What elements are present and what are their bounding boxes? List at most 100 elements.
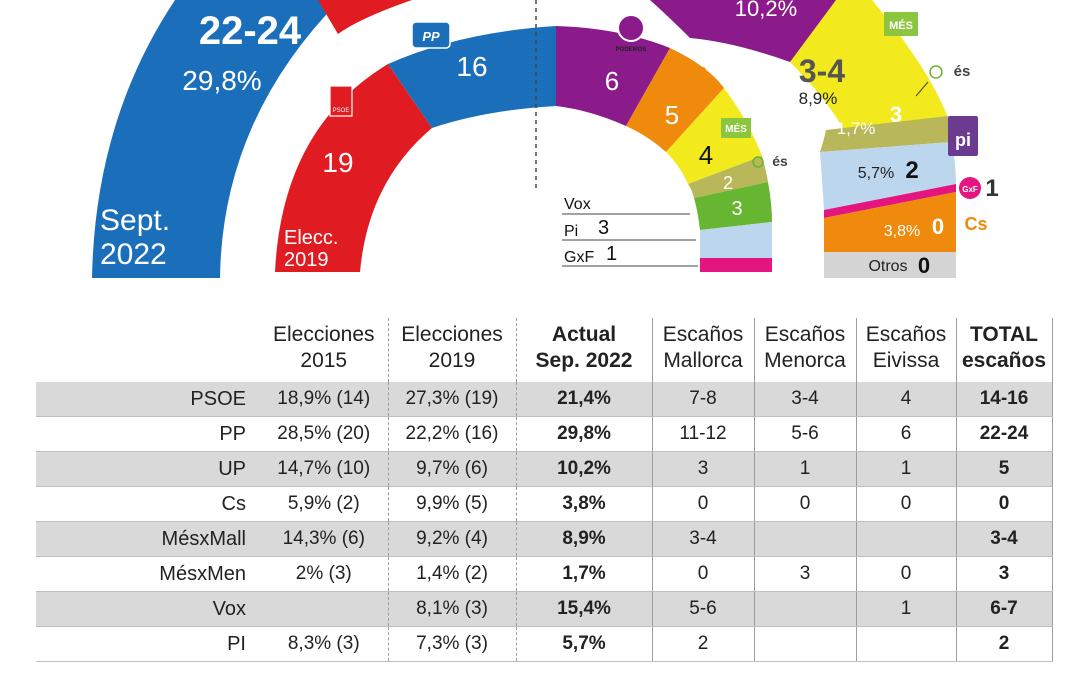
header-escanos-mallorca: Escaños Mallorca	[652, 318, 755, 382]
table-cell: 0	[956, 486, 1053, 522]
party-name-cell: Cs	[36, 486, 260, 522]
inner-psoe-seats: 19	[322, 147, 353, 178]
table-cell: 0	[652, 486, 755, 522]
table-cell: 2	[652, 626, 755, 662]
table-cell: 8,1% (3)	[388, 591, 517, 627]
svg-text:GxF: GxF	[962, 185, 978, 194]
results-table-grid: Elecciones 2015 Elecciones 2019 Actual Sep.…	[36, 318, 1053, 662]
table-row: UP 14,7% (10) 9,7% (6) 10,2% 3 1 1 5	[36, 451, 1053, 487]
outer-mes-mall-pct: 8,9%	[799, 89, 838, 108]
inner-segment-mes-mall	[666, 88, 762, 184]
table-cell: 1	[856, 591, 957, 627]
inner-segment-mes-men	[688, 156, 768, 198]
inner-mes-men-seats: 2	[723, 173, 733, 193]
table-cell: 2% (3)	[260, 556, 389, 592]
table-cell: 0	[754, 486, 857, 522]
inner-segment-pi	[700, 222, 772, 258]
header-actual: Actual Sep. 2022	[516, 318, 653, 382]
inner-segment-pp	[388, 26, 556, 128]
table-row: MésxMall 14,3% (6) 9,2% (4) 8,9% 3-4 3-4	[36, 521, 1053, 557]
table-cell: 1,7%	[516, 556, 653, 592]
inner-mes-mall-seats: 4	[699, 140, 713, 170]
mes-logo-inner: MÉS	[721, 118, 751, 138]
table-cell: 5,9% (2)	[260, 486, 389, 522]
header-total-escanos: TOTAL escaños	[956, 318, 1053, 382]
party-name-cell: Vox	[36, 591, 260, 627]
outer-segment-mes-mall	[790, 0, 948, 130]
pp-logo: PP	[411, 21, 451, 49]
table-cell: 9,2% (4)	[388, 521, 517, 557]
party-name-cell: PP	[36, 416, 260, 452]
outer-mes-mall-seats: 3-4	[799, 53, 845, 89]
table-cell: 14,7% (10)	[260, 451, 389, 487]
svg-text:pi: pi	[955, 130, 971, 150]
table-cell: 11-12	[652, 416, 755, 452]
svg-text:MÉS: MÉS	[889, 19, 913, 32]
svg-text:MÉS: MÉS	[725, 122, 747, 135]
table-cell: 8,9%	[516, 521, 653, 557]
table-cell: 2	[956, 626, 1053, 662]
table-cell: 14-16	[956, 382, 1053, 417]
outer-cs-seats: 0	[932, 214, 944, 239]
table-cell	[856, 521, 957, 557]
outer-segment-up	[650, 0, 836, 62]
svg-text:és: és	[772, 153, 788, 169]
table-cell	[856, 626, 957, 662]
inner-segment-gxf	[700, 258, 772, 272]
outer-segment-gxf	[824, 184, 956, 218]
gxf-logo: GxF	[959, 177, 981, 199]
cs-logo-outer: Cs	[964, 214, 987, 234]
outer-segment-pp	[92, 0, 340, 278]
table-cell: 22,2% (16)	[388, 416, 517, 452]
table-row: PSOE 18,9% (14) 27,3% (19) 21,4% 7-8 3-4 4 14-1…	[36, 382, 1053, 417]
table-cell: 5-6	[652, 591, 755, 627]
table-cell: 8,3% (3)	[260, 626, 389, 662]
pi-logo: pi	[948, 116, 978, 156]
outer-pi-pct: 5,7%	[858, 165, 894, 182]
outer-pp-pct: 29,8%	[182, 65, 261, 96]
table-cell: 3-4	[956, 521, 1053, 557]
table-cell: 6	[856, 416, 957, 452]
outer-segment-cs	[824, 192, 956, 252]
inner-segment-up	[556, 26, 670, 126]
inner-segment-cs	[626, 48, 724, 152]
table-cell: 3-4	[754, 382, 857, 417]
table-cell: 27,3% (19)	[388, 382, 517, 417]
legend-gxf-label: GxF	[564, 249, 594, 266]
table-cell: 22-24	[956, 416, 1053, 452]
inner-arc-2019	[275, 26, 772, 272]
table-cell: 0	[652, 556, 755, 592]
table-cell: 3,8%	[516, 486, 653, 522]
legend-vox-label: Vox	[564, 196, 591, 213]
party-name-cell: PI	[36, 626, 260, 662]
table-cell: 1,4% (2)	[388, 556, 517, 592]
outer-up-pct: 10,2%	[735, 0, 797, 21]
inner-cs-seats: 5	[665, 100, 679, 130]
header-escanos-eivissa: Escaños Eivissa	[856, 318, 957, 382]
table-cell	[260, 591, 389, 627]
svg-text:és: és	[954, 63, 971, 80]
psoe-logo: PSOE	[329, 85, 353, 117]
table-header-row: Elecciones 2015 Elecciones 2019 Actual Sep.…	[36, 318, 1053, 382]
table-row: PI 8,3% (3) 7,3% (3) 5,7% 2 2	[36, 626, 1053, 662]
outer-mes-men-pct: 1,7%	[837, 119, 876, 138]
table-row: MésxMen 2% (3) 1,4% (2) 1,7% 0 3 0 3	[36, 556, 1053, 592]
inner-label-line1: Elecc.	[284, 227, 338, 249]
results-table: Elecciones 2015 Elecciones 2019 Actual Sep.…	[36, 318, 1053, 662]
table-cell: 10,2%	[516, 451, 653, 487]
table-cell	[754, 591, 857, 627]
outer-label-line1: Sept.	[100, 204, 170, 237]
table-cell: 7,3% (3)	[388, 626, 517, 662]
outer-segment-psoe	[318, 0, 412, 34]
outer-arc-sept-2022	[92, 0, 956, 278]
podemos-logo: PODEMOS	[616, 14, 647, 53]
inner-up-seats: 6	[605, 66, 619, 96]
svg-text:PODEMOS: PODEMOS	[616, 47, 647, 53]
table-cell: 14,3% (6)	[260, 521, 389, 557]
table-cell: 3	[754, 556, 857, 592]
inner-segment-psoe	[275, 64, 432, 272]
table-cell: 0	[856, 486, 957, 522]
table-cell: 21,4%	[516, 382, 653, 417]
table-cell: 1	[856, 451, 957, 487]
legend-pi-label: Pi	[564, 223, 578, 240]
